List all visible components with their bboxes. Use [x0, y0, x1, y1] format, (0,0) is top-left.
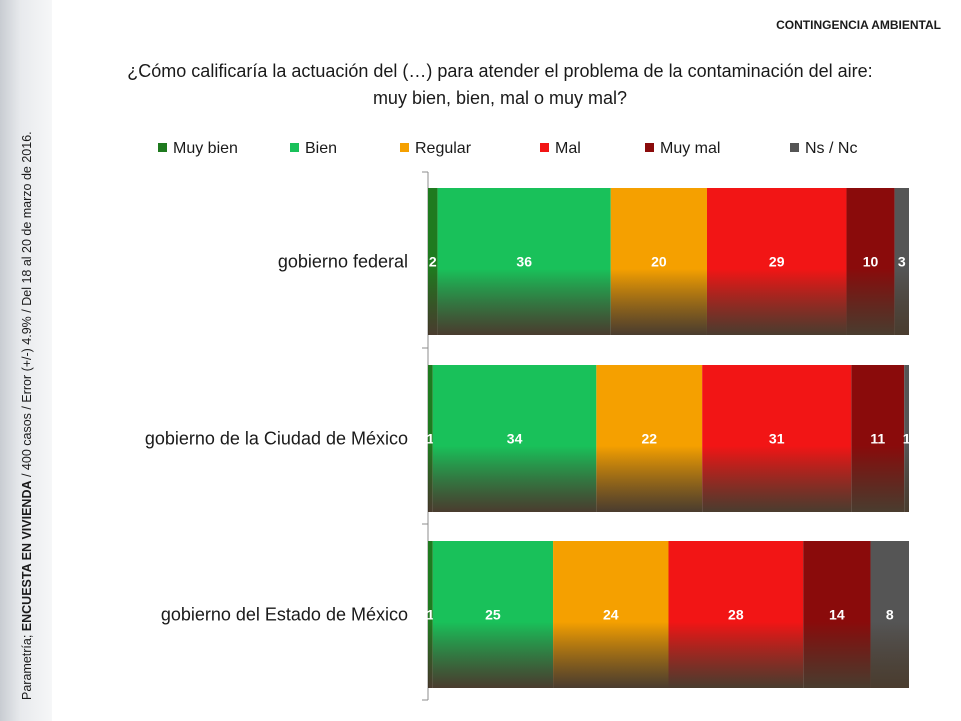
- legend-swatch: [400, 143, 409, 152]
- data-label: 1: [427, 607, 435, 623]
- question-line-2: muy bien, bien, mal o muy mal?: [372, 88, 628, 108]
- bar-segment: [668, 541, 804, 688]
- bar-segment: [428, 365, 433, 512]
- data-label: 29: [769, 254, 785, 270]
- data-label: 1: [903, 431, 911, 447]
- category-label: gobierno del Estado de México: [161, 605, 408, 625]
- legend-label: Muy mal: [660, 140, 720, 157]
- bar-segment: [428, 541, 433, 688]
- data-label: 22: [641, 431, 657, 447]
- bar-segment: [553, 541, 669, 688]
- data-label: 11: [870, 431, 885, 447]
- section-label: CONTINGENCIA AMBIENTAL: [776, 18, 941, 32]
- bar-segment: [851, 365, 905, 512]
- data-label: 36: [516, 254, 532, 270]
- legend-label: Ns / Nc: [805, 140, 857, 157]
- data-label: 2: [429, 254, 437, 270]
- legend-label: Bien: [305, 140, 337, 157]
- bar-segment: [610, 188, 707, 335]
- data-label: 8: [886, 607, 894, 623]
- category-label: gobierno federal: [278, 252, 408, 272]
- legend-swatch: [158, 143, 167, 152]
- category-label: gobierno de la Ciudad de México: [145, 429, 408, 449]
- bar-segment: [803, 541, 871, 688]
- sidebar-strip: Parametría; ENCUESTA EN VIVIENDA / 400 c…: [0, 0, 52, 721]
- question-line-1: ¿Cómo calificaría la actuación del (…) p…: [127, 61, 873, 81]
- bar-segment: [428, 188, 438, 335]
- data-label: 31: [769, 431, 785, 447]
- data-label: 1: [427, 431, 435, 447]
- bar-segment: [432, 541, 554, 688]
- chart-question: ¿Cómo calificaría la actuación del (…) p…: [60, 58, 940, 112]
- bar-segment: [904, 365, 909, 512]
- legend-label: Muy bien: [173, 140, 238, 157]
- bar-segment: [432, 365, 597, 512]
- bar-segment: [706, 188, 847, 335]
- bar-segment: [702, 365, 852, 512]
- data-label: 34: [507, 431, 523, 447]
- legend-label: Mal: [555, 140, 581, 157]
- legend-label: Regular: [415, 140, 472, 157]
- legend-swatch: [540, 143, 549, 152]
- data-label: 24: [603, 607, 619, 623]
- data-label: 28: [728, 607, 744, 623]
- bar-segment: [437, 188, 611, 335]
- data-label: 3: [898, 254, 906, 270]
- bar-segment: [846, 188, 895, 335]
- data-label: 25: [485, 607, 501, 623]
- legend-swatch: [645, 143, 654, 152]
- bar-segment: [894, 188, 909, 335]
- legend-swatch: [290, 143, 299, 152]
- data-label: 10: [863, 254, 879, 270]
- bar-segment: [596, 365, 703, 512]
- data-label: 20: [651, 254, 667, 270]
- data-label: 14: [829, 607, 845, 623]
- legend-swatch: [790, 143, 799, 152]
- bar-segment: [870, 541, 909, 688]
